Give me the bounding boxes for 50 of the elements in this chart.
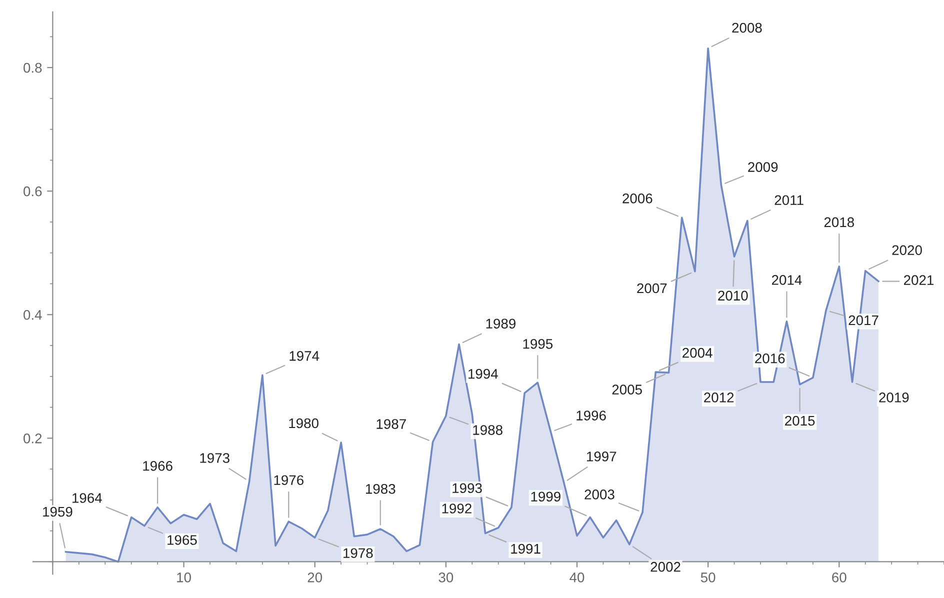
annotation: 1974 [290,351,320,361]
annotation: 2003 [584,490,614,500]
annotation: 2011 [774,195,804,206]
annotation: 2017 [848,315,878,326]
y-tick-label: 0.2 [24,434,42,444]
x-tick-label: 60 [832,572,846,582]
annotation: 2014 [772,275,802,285]
annotation: 1991 [511,544,540,554]
annotation: 1994 [468,368,498,379]
annotation: 1973 [200,453,230,463]
annotation: 1992 [442,504,472,514]
annotation: 1959 [43,506,72,517]
annotation: 2019 [879,392,909,402]
annotation: 2018 [824,217,854,228]
x-tick-label: 40 [570,572,584,582]
x-tick-label: 30 [438,572,454,582]
annotation: 2007 [637,283,667,294]
annotation: 1966 [143,460,172,471]
annotation: 2004 [682,348,712,358]
x-tick-label: 10 [177,572,191,582]
annotation: 1997 [587,452,616,462]
annotation: 2002 [650,562,680,572]
x-tick-label: 50 [700,572,716,582]
annotation: 1976 [274,475,304,486]
annotation: 2008 [732,22,762,33]
annotation: 1989 [486,318,516,329]
annotation: 2016 [755,353,785,364]
annotation: 1964 [72,493,102,503]
y-tick-label: 0.6 [24,186,42,196]
annotation: 2005 [612,384,642,394]
y-tick-label: 0.4 [24,310,42,320]
annotation: 2015 [785,416,815,426]
annotation: 2012 [704,392,734,402]
annotation: 2010 [718,290,748,301]
annotation: 1993 [452,483,482,494]
annotation: 1987 [376,419,406,429]
annotation: 1965 [168,535,197,545]
annotation: 1980 [289,418,318,428]
annotation: 2009 [748,162,778,172]
x-tick-label: 20 [308,572,322,582]
annotation: 1995 [523,338,553,349]
annotation: 1983 [366,484,396,494]
annotation: 2006 [622,193,652,204]
annotation: 2020 [892,245,922,256]
annotation: 1978 [344,548,373,558]
annotation: 2021 [904,275,934,286]
annotation: 1988 [473,425,502,435]
annotation: 1999 [531,492,560,502]
annotation: 1996 [576,410,606,420]
y-tick-label: 0.8 [24,62,42,73]
